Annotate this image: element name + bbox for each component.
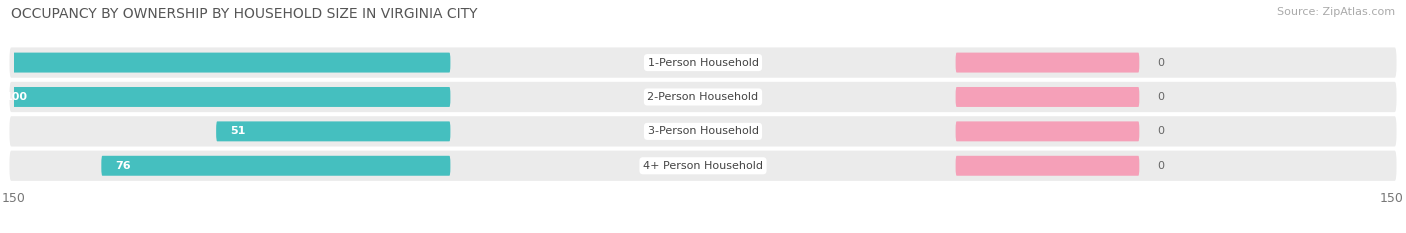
FancyBboxPatch shape — [10, 116, 1396, 147]
FancyBboxPatch shape — [956, 87, 1139, 107]
FancyBboxPatch shape — [10, 151, 1396, 181]
Text: 51: 51 — [231, 126, 245, 136]
Text: 4+ Person Household: 4+ Person Household — [643, 161, 763, 171]
FancyBboxPatch shape — [10, 82, 1396, 112]
Text: 3-Person Household: 3-Person Household — [648, 126, 758, 136]
Text: OCCUPANCY BY OWNERSHIP BY HOUSEHOLD SIZE IN VIRGINIA CITY: OCCUPANCY BY OWNERSHIP BY HOUSEHOLD SIZE… — [11, 7, 478, 21]
FancyBboxPatch shape — [0, 53, 450, 72]
FancyBboxPatch shape — [956, 156, 1139, 176]
FancyBboxPatch shape — [956, 121, 1139, 141]
FancyBboxPatch shape — [101, 156, 450, 176]
Text: 0: 0 — [1157, 92, 1164, 102]
FancyBboxPatch shape — [217, 121, 450, 141]
Text: 100: 100 — [4, 92, 28, 102]
FancyBboxPatch shape — [0, 87, 450, 107]
FancyBboxPatch shape — [956, 53, 1139, 72]
FancyBboxPatch shape — [10, 48, 1396, 78]
Text: 0: 0 — [1157, 126, 1164, 136]
Text: 76: 76 — [115, 161, 131, 171]
Text: Source: ZipAtlas.com: Source: ZipAtlas.com — [1277, 7, 1395, 17]
Text: 1-Person Household: 1-Person Household — [648, 58, 758, 68]
Text: 2-Person Household: 2-Person Household — [647, 92, 759, 102]
Text: 0: 0 — [1157, 161, 1164, 171]
Text: 0: 0 — [1157, 58, 1164, 68]
